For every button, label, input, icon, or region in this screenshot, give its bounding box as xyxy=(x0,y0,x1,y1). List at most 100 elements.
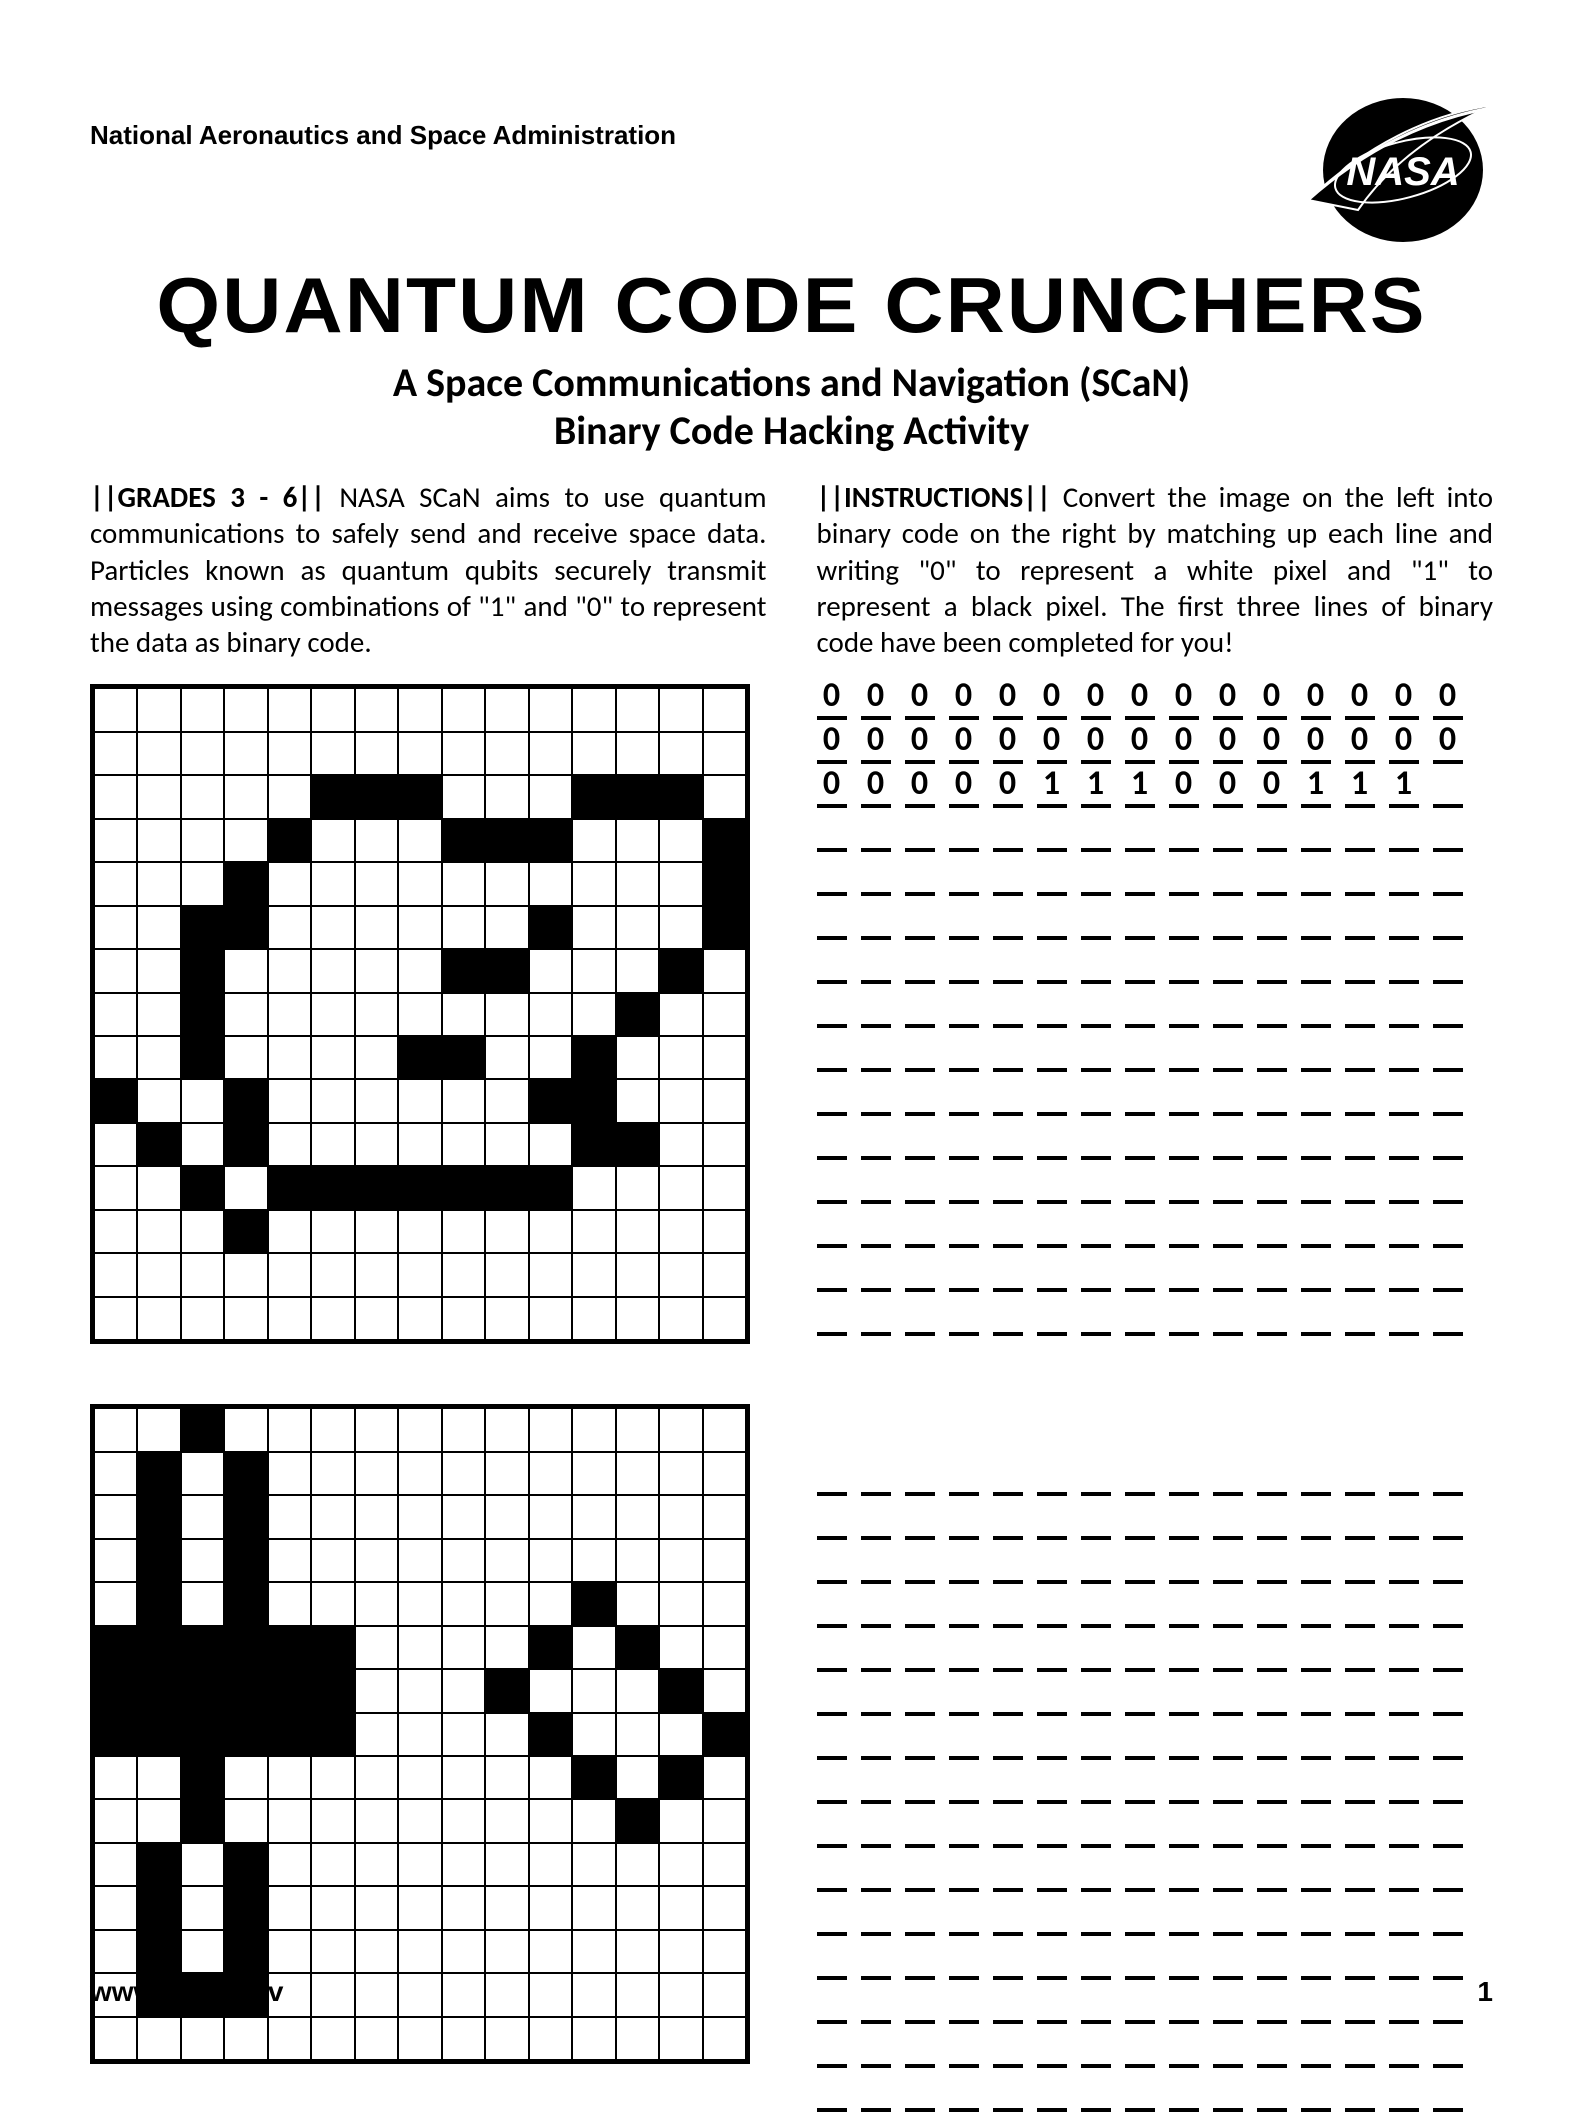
binary-cell[interactable] xyxy=(1345,1250,1375,1292)
binary-cell[interactable]: 0 xyxy=(861,678,891,720)
binary-cell[interactable] xyxy=(1433,1586,1463,1628)
binary-cell[interactable] xyxy=(993,1074,1023,1116)
binary-cell[interactable] xyxy=(817,1206,847,1248)
binary-cell[interactable] xyxy=(905,1162,935,1204)
binary-cell[interactable] xyxy=(949,1030,979,1072)
binary-cell[interactable] xyxy=(1389,2070,1419,2112)
binary-cell[interactable] xyxy=(949,2070,979,2112)
binary-cell[interactable] xyxy=(949,2026,979,2068)
binary-cell[interactable] xyxy=(1433,1074,1463,1116)
binary-cell[interactable]: 0 xyxy=(1389,678,1419,720)
binary-cell[interactable] xyxy=(861,1542,891,1584)
binary-cell[interactable] xyxy=(1433,1250,1463,1292)
binary-cell[interactable] xyxy=(1389,1894,1419,1936)
binary-cell[interactable]: 0 xyxy=(905,766,935,808)
binary-cell[interactable]: 0 xyxy=(817,722,847,764)
binary-cell[interactable] xyxy=(1257,1162,1287,1204)
binary-cell[interactable]: 1 xyxy=(1037,766,1067,808)
binary-cell[interactable] xyxy=(1169,1074,1199,1116)
binary-cell[interactable] xyxy=(949,1454,979,1496)
binary-cell[interactable] xyxy=(1301,1586,1331,1628)
binary-cell[interactable] xyxy=(1345,1630,1375,1672)
binary-cell[interactable]: 0 xyxy=(1213,722,1243,764)
binary-cell[interactable] xyxy=(905,2026,935,2068)
binary-cell[interactable] xyxy=(861,1250,891,1292)
binary-cell[interactable] xyxy=(1169,1206,1199,1248)
binary-cell[interactable] xyxy=(1169,1894,1199,1936)
binary-cell[interactable] xyxy=(1433,1762,1463,1804)
binary-cell[interactable] xyxy=(817,1806,847,1848)
binary-cell[interactable] xyxy=(1213,1630,1243,1672)
binary-cell[interactable] xyxy=(1433,986,1463,1028)
binary-cell[interactable] xyxy=(1433,942,1463,984)
binary-cell[interactable] xyxy=(1257,2026,1287,2068)
binary-cell[interactable] xyxy=(1345,1030,1375,1072)
binary-cell[interactable] xyxy=(1389,1294,1419,1336)
binary-cell[interactable] xyxy=(1125,1454,1155,1496)
binary-cell[interactable] xyxy=(1345,1162,1375,1204)
binary-cell[interactable] xyxy=(1081,1030,1111,1072)
binary-cell[interactable] xyxy=(1389,1586,1419,1628)
binary-cell[interactable] xyxy=(1081,1250,1111,1292)
binary-cell[interactable] xyxy=(1389,1206,1419,1248)
binary-cell[interactable] xyxy=(949,942,979,984)
binary-cell[interactable] xyxy=(1081,1894,1111,1936)
binary-cell[interactable] xyxy=(993,1250,1023,1292)
binary-cell[interactable] xyxy=(1301,1030,1331,1072)
binary-cell[interactable] xyxy=(817,810,847,852)
binary-cell[interactable] xyxy=(1213,1250,1243,1292)
binary-cell[interactable] xyxy=(1301,1806,1331,1848)
binary-cell[interactable] xyxy=(1081,1498,1111,1540)
binary-cell[interactable] xyxy=(1125,1850,1155,1892)
binary-cell[interactable] xyxy=(861,1718,891,1760)
binary-cell[interactable] xyxy=(1389,810,1419,852)
binary-cell[interactable] xyxy=(1169,1294,1199,1336)
binary-cell[interactable] xyxy=(1037,1030,1067,1072)
binary-cell[interactable] xyxy=(1389,854,1419,896)
binary-cell[interactable] xyxy=(1125,1206,1155,1248)
binary-cell[interactable] xyxy=(1037,1674,1067,1716)
binary-cell[interactable] xyxy=(1433,1894,1463,1936)
binary-cell[interactable] xyxy=(1125,2070,1155,2112)
binary-cell[interactable] xyxy=(1345,1206,1375,1248)
binary-cell[interactable] xyxy=(1301,1718,1331,1760)
binary-cell[interactable] xyxy=(861,1806,891,1848)
binary-cell[interactable] xyxy=(1301,1542,1331,1584)
binary-cell[interactable] xyxy=(1433,898,1463,940)
binary-cell[interactable] xyxy=(1257,1454,1287,1496)
binary-cell[interactable] xyxy=(1125,1498,1155,1540)
binary-cell[interactable] xyxy=(1081,1074,1111,1116)
binary-cell[interactable] xyxy=(1081,1294,1111,1336)
binary-cell[interactable] xyxy=(1301,1074,1331,1116)
binary-cell[interactable] xyxy=(1125,986,1155,1028)
binary-cell[interactable] xyxy=(1301,1894,1331,1936)
binary-cell[interactable] xyxy=(861,1674,891,1716)
binary-cell[interactable]: 0 xyxy=(1125,678,1155,720)
binary-cell[interactable] xyxy=(861,1894,891,1936)
binary-cell[interactable] xyxy=(1081,986,1111,1028)
binary-cell[interactable] xyxy=(993,1030,1023,1072)
binary-cell[interactable] xyxy=(1037,1586,1067,1628)
binary-cell[interactable] xyxy=(1433,1630,1463,1672)
binary-cell[interactable] xyxy=(861,1938,891,1980)
binary-cell[interactable]: 0 xyxy=(949,766,979,808)
binary-cell[interactable] xyxy=(1433,766,1463,808)
binary-cell[interactable] xyxy=(861,810,891,852)
binary-cell[interactable] xyxy=(1037,1762,1067,1804)
binary-cell[interactable] xyxy=(1433,1118,1463,1160)
binary-cell[interactable] xyxy=(1301,1454,1331,1496)
binary-cell[interactable]: 0 xyxy=(1345,678,1375,720)
binary-cell[interactable] xyxy=(817,2026,847,2068)
binary-cell[interactable] xyxy=(1125,1074,1155,1116)
binary-cell[interactable] xyxy=(1169,1674,1199,1716)
binary-cell[interactable] xyxy=(1125,1586,1155,1628)
binary-cell[interactable] xyxy=(1301,1294,1331,1336)
binary-cell[interactable] xyxy=(817,1938,847,1980)
binary-cell[interactable] xyxy=(1169,1498,1199,1540)
binary-cell[interactable] xyxy=(861,1118,891,1160)
binary-cell[interactable] xyxy=(1125,1938,1155,1980)
binary-cell[interactable]: 0 xyxy=(905,678,935,720)
binary-cell[interactable] xyxy=(1081,1850,1111,1892)
binary-cell[interactable] xyxy=(1037,1894,1067,1936)
binary-cell[interactable] xyxy=(817,1454,847,1496)
